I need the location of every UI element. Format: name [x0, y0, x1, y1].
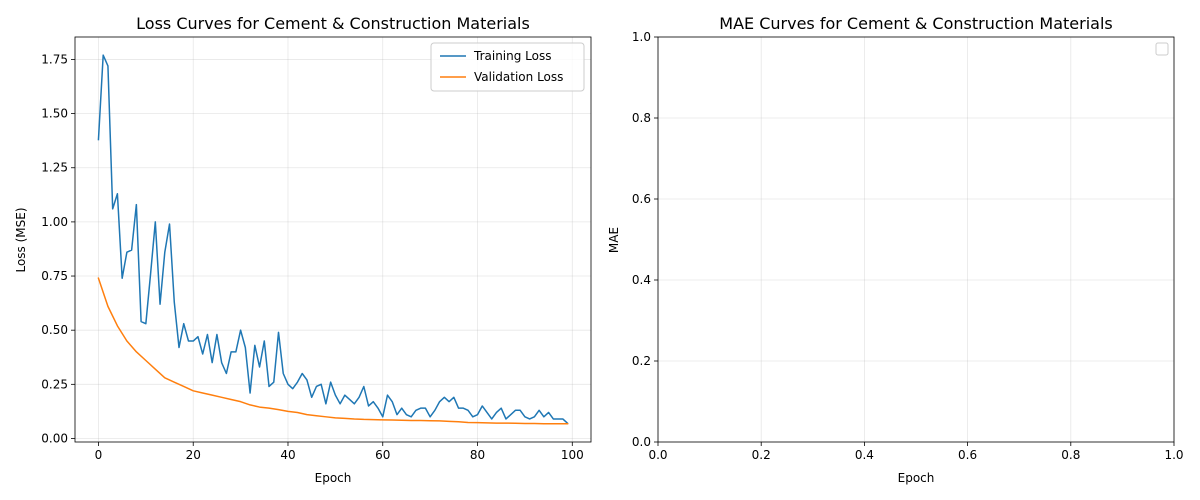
y-tick-label: 1.25: [41, 161, 68, 175]
x-tick-label: 0.4: [855, 448, 874, 462]
mae-chart-title: MAE Curves for Cement & Construction Mat…: [719, 14, 1112, 33]
y-tick-label: 0.8: [632, 111, 651, 125]
mae-chart: 0.0 0.2 0.4 0.6 0.8 1.0 0.0 0.2 0.4 0.6 0.8 1.0 MA…: [607, 14, 1184, 485]
x-tick-label: 20: [186, 448, 201, 462]
x-tick-label: 100: [561, 448, 584, 462]
y-tick-label: 1.50: [41, 107, 68, 121]
y-tick-label: 1.0: [632, 30, 651, 44]
legend-training-loss-label: Training Loss: [473, 49, 551, 63]
x-tick-label: 60: [375, 448, 390, 462]
loss-chart: 0 20 40 60 80 100 0.00 0.25 0.50 0.75 1.00 1.25 1.5…: [14, 14, 592, 485]
mae-chart-x-axis: 0.0 0.2 0.4 0.6 0.8 1.0: [648, 442, 1184, 462]
loss-chart-y-axis-label: Loss (MSE): [14, 207, 28, 272]
x-tick-label: 0.2: [752, 448, 771, 462]
y-tick-label: 0.6: [632, 192, 651, 206]
loss-chart-legend: Training Loss Validation Loss: [430, 42, 585, 92]
y-tick-label: 0.25: [41, 377, 68, 391]
loss-chart-x-axis: 0 20 40 60 80 100: [95, 442, 584, 462]
mae-chart-y-axis-label: MAE: [607, 227, 621, 253]
y-tick-label: 0.75: [41, 269, 68, 283]
legend-validation-loss-label: Validation Loss: [474, 70, 563, 84]
mae-chart-empty-legend: [1155, 42, 1169, 56]
x-tick-label: 0: [95, 448, 103, 462]
x-tick-label: 0.6: [958, 448, 977, 462]
y-tick-label: 0.2: [632, 354, 651, 368]
loss-chart-plot-frame: [74, 36, 592, 443]
x-tick-label: 40: [280, 448, 295, 462]
x-tick-label: 0.0: [648, 448, 667, 462]
legend-box: [430, 42, 585, 92]
mae-chart-y-axis: 0.0 0.2 0.4 0.6 0.8 1.0: [632, 30, 658, 449]
y-tick-label: 1.00: [41, 215, 68, 229]
validation-loss-series-line: [97, 277, 569, 425]
loss-chart-x-axis-label: Epoch: [315, 471, 352, 485]
y-tick-label: 0.00: [41, 431, 68, 445]
loss-chart-y-axis: 0.00 0.25 0.50 0.75 1.00 1.25 1.50 1.75: [41, 52, 75, 445]
y-tick-label: 0.0: [632, 435, 651, 449]
mae-chart-plot-frame: [657, 36, 1175, 443]
y-tick-label: 0.4: [632, 273, 651, 287]
mae-chart-x-axis-label: Epoch: [898, 471, 935, 485]
x-tick-label: 1.0: [1164, 448, 1183, 462]
loss-chart-title: Loss Curves for Cement & Construction Ma…: [136, 14, 530, 33]
loss-chart-series: [97, 54, 569, 425]
x-tick-label: 80: [470, 448, 485, 462]
training-loss-series-line: [97, 54, 569, 425]
y-tick-label: 1.75: [41, 52, 68, 66]
x-tick-label: 0.8: [1061, 448, 1080, 462]
y-tick-label: 0.50: [41, 323, 68, 337]
